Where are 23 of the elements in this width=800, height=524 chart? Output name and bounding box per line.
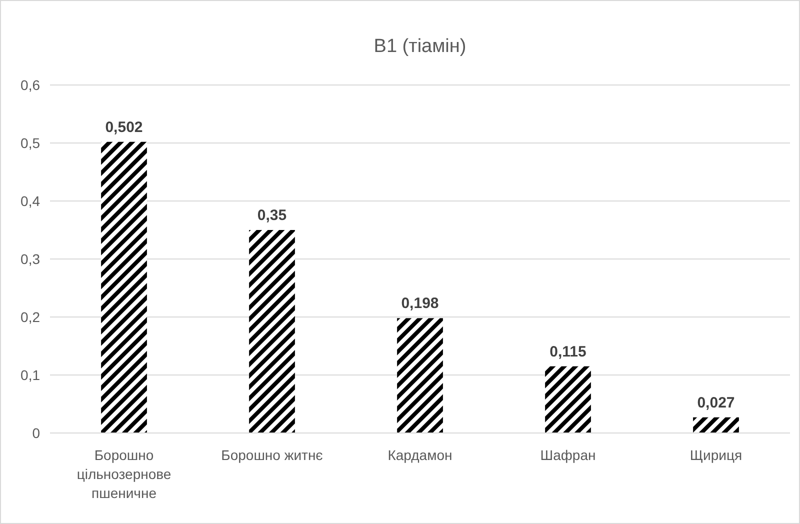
y-tick-label: 0,4	[20, 192, 40, 209]
x-tick-label: Борошно цільнозернове пшеничне	[76, 447, 172, 501]
bar	[693, 417, 739, 433]
data-label: 0,115	[550, 343, 586, 360]
y-tick-label: 0,6	[20, 76, 40, 93]
x-tick-label: Щириця	[690, 447, 742, 463]
bar	[101, 142, 147, 433]
y-tick-label: 0	[32, 424, 40, 441]
y-tick-label: 0,2	[20, 308, 40, 325]
x-tick-label: Борошно житнє	[221, 447, 323, 463]
y-tick-label: 0,1	[20, 366, 40, 383]
data-label: 0,198	[401, 295, 439, 312]
chart-title: B1 (тіамін)	[374, 36, 466, 57]
x-tick-label: Шафран	[540, 447, 596, 463]
x-tick-label: Кардамон	[388, 447, 452, 463]
bar	[397, 318, 443, 433]
data-label: 0,027	[697, 394, 735, 412]
data-label: 0,502	[105, 118, 143, 136]
y-tick-label: 0,5	[20, 134, 40, 151]
bar	[545, 366, 591, 433]
y-tick-label: 0,3	[20, 250, 40, 267]
bar	[249, 230, 295, 433]
data-label: 0,35	[257, 207, 287, 224]
